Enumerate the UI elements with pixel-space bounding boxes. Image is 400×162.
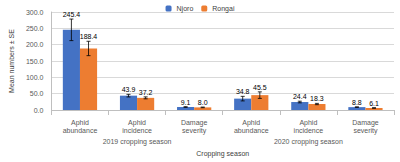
svg-text:incidence: incidence: [294, 127, 324, 134]
svg-text:Njoro: Njoro: [177, 5, 194, 13]
svg-text:severity: severity: [353, 127, 378, 135]
svg-text:50.0: 50.0: [30, 90, 44, 97]
svg-text:245.4: 245.4: [63, 11, 81, 18]
svg-text:Mean numbers ± SE: Mean numbers ± SE: [8, 29, 15, 93]
svg-text:200.0: 200.0: [26, 41, 44, 48]
svg-text:100.0: 100.0: [26, 74, 44, 81]
svg-text:abundance: abundance: [63, 127, 98, 134]
svg-text:2020 cropping season: 2020 cropping season: [274, 138, 343, 146]
svg-text:severity: severity: [182, 127, 207, 135]
svg-text:150.0: 150.0: [26, 58, 44, 65]
svg-text:43.9: 43.9: [122, 86, 136, 93]
svg-text:Rongai: Rongai: [212, 5, 235, 13]
svg-text:45.5: 45.5: [253, 84, 267, 91]
svg-text:incidence: incidence: [122, 127, 152, 134]
svg-text:2019 cropping season: 2019 cropping season: [103, 138, 172, 146]
svg-text:0.0: 0.0: [34, 107, 44, 114]
svg-text:18.3: 18.3: [310, 95, 324, 102]
svg-text:37.2: 37.2: [139, 89, 153, 96]
svg-text:Cropping season: Cropping season: [196, 150, 249, 158]
svg-text:Aphid: Aphid: [242, 119, 260, 127]
svg-text:Damage: Damage: [352, 119, 379, 127]
svg-text:abundance: abundance: [234, 127, 269, 134]
svg-text:8.8: 8.8: [352, 99, 362, 106]
svg-text:8.0: 8.0: [198, 99, 208, 106]
svg-text:250.0: 250.0: [26, 25, 44, 32]
svg-text:6.1: 6.1: [369, 100, 379, 107]
svg-text:188.4: 188.4: [80, 33, 98, 40]
svg-text:24.4: 24.4: [293, 93, 307, 100]
svg-text:34.8: 34.8: [236, 88, 250, 95]
svg-text:Aphid: Aphid: [128, 119, 146, 127]
svg-text:Aphid: Aphid: [71, 119, 89, 127]
svg-text:Damage: Damage: [181, 119, 208, 127]
svg-text:9.1: 9.1: [181, 99, 191, 106]
svg-text:Aphid: Aphid: [299, 119, 317, 127]
svg-text:300.0: 300.0: [26, 9, 44, 16]
